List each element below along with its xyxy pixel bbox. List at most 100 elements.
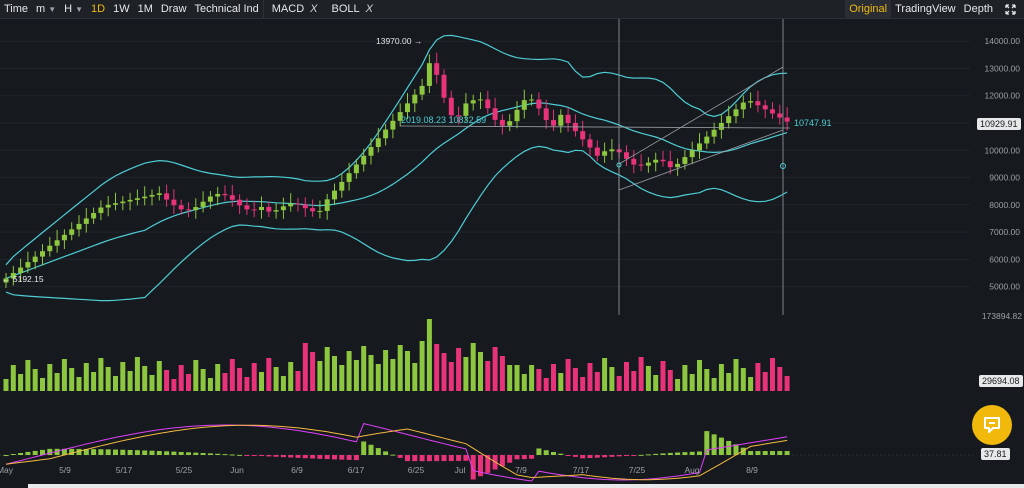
- candle-body: [507, 121, 513, 126]
- fullscreen-icon[interactable]: [997, 0, 1024, 18]
- macd-histogram-bar: [171, 451, 177, 455]
- chat-button[interactable]: [972, 405, 1012, 445]
- volume-bar: [733, 359, 739, 391]
- bollinger-middle-line: [5, 102, 788, 279]
- volume-bar: [134, 357, 140, 391]
- candle-body: [609, 149, 615, 152]
- candle-body: [310, 208, 316, 212]
- macd-histogram-bar: [682, 452, 688, 455]
- view-tradingview[interactable]: TradingView: [891, 0, 960, 18]
- price-tick: 8000.00: [989, 200, 1020, 210]
- scrollbar-strip[interactable]: [28, 484, 1024, 488]
- candle-body: [288, 203, 294, 207]
- candle-body: [660, 159, 666, 162]
- macd-histogram-bar: [390, 454, 396, 456]
- macd-histogram-bar: [61, 448, 67, 455]
- interval-1d[interactable]: 1D: [87, 0, 109, 18]
- macd-histogram-bar: [229, 454, 235, 456]
- candle-body: [215, 193, 221, 197]
- volume-bar: [222, 373, 228, 391]
- price-tick: 5000.00: [989, 282, 1020, 292]
- time-button[interactable]: Time: [0, 0, 32, 18]
- view-original[interactable]: Original: [845, 0, 892, 18]
- macd-histogram-bar: [10, 454, 16, 456]
- candle-body: [784, 117, 790, 122]
- indicator-macd: MACD X: [262, 0, 322, 18]
- hour-dropdown[interactable]: H ▼: [60, 0, 87, 18]
- volume-bar: [492, 347, 498, 391]
- volume-bar: [178, 365, 184, 391]
- macd-histogram-bar: [346, 455, 352, 460]
- macd-histogram-bar: [149, 450, 155, 455]
- volume-bar: [324, 347, 330, 391]
- candle-body: [602, 151, 608, 156]
- minute-dropdown[interactable]: m ▼: [32, 0, 60, 18]
- candle-body: [682, 157, 688, 164]
- volume-bar: [310, 352, 316, 391]
- volume-bar: [397, 345, 403, 391]
- interval-1w[interactable]: 1W: [109, 0, 134, 18]
- candle-body: [594, 147, 600, 156]
- macd-histogram-bar: [594, 455, 600, 458]
- macd-histogram-bar: [529, 455, 535, 459]
- volume-bar: [149, 375, 155, 391]
- macd-histogram-bar: [200, 452, 206, 455]
- volume-bar: [419, 341, 425, 391]
- macd-histogram-bar: [602, 455, 608, 458]
- volume-bar: [91, 372, 97, 391]
- price-chart[interactable]: 13970.00 → ← 5192.15 2019.08.23 10832.59 10…: [0, 19, 1024, 488]
- volume-bar: [682, 365, 688, 391]
- time-axis: May 5/9 5/17 5/25 Jun 6/9 6/17 6/25 Jul 7/9 7/17 7/…: [0, 465, 758, 475]
- remove-macd-icon[interactable]: X: [310, 3, 318, 15]
- candle-body: [755, 101, 761, 106]
- macd-histogram-bar: [353, 455, 359, 461]
- volume-bar: [645, 366, 651, 391]
- candle-body: [142, 196, 148, 199]
- candle-body: [353, 164, 359, 174]
- candle-body: [149, 194, 155, 197]
- candle-body: [339, 181, 345, 191]
- current-macd-box: 37.81: [981, 448, 1010, 460]
- time-tick: Jul: [455, 465, 466, 475]
- candle-body: [346, 173, 352, 182]
- volume-bar: [689, 374, 695, 391]
- volume-bar: [61, 359, 67, 391]
- macd-histogram-bar: [383, 451, 389, 455]
- candle-body: [689, 150, 695, 158]
- remove-boll-icon[interactable]: X: [365, 3, 373, 15]
- macd-histogram-bar: [762, 451, 768, 455]
- macd-histogram-bar: [134, 450, 140, 455]
- volume-bar: [558, 373, 564, 391]
- time-tick: Aug: [684, 465, 699, 475]
- time-tick: 5/9: [59, 465, 71, 475]
- volume-bar: [529, 365, 535, 391]
- grid-lines: [0, 40, 970, 288]
- technical-indicators-button[interactable]: Technical Ind: [191, 0, 263, 18]
- macd-histogram-bar: [470, 455, 476, 480]
- time-tick: 6/25: [408, 465, 425, 475]
- interval-1m[interactable]: 1M: [134, 0, 157, 18]
- chart-area[interactable]: 13970.00 → ← 5192.15 2019.08.23 10832.59 10…: [0, 19, 1024, 488]
- volume-bar: [288, 362, 294, 391]
- macd-histogram-bar: [40, 449, 45, 455]
- macd-histogram-bar: [675, 452, 681, 455]
- volume-bar: [193, 360, 199, 391]
- candle-body: [229, 195, 235, 200]
- technical-label: Technical Ind: [194, 3, 259, 15]
- candle-body: [529, 99, 535, 101]
- volume-bar: [339, 365, 345, 391]
- macd-histogram-bar: [32, 450, 38, 455]
- volume-bar: [390, 359, 396, 391]
- view-original-label: Original: [849, 3, 888, 15]
- volume-bar: [470, 343, 476, 391]
- volume-bar: [105, 367, 111, 391]
- macd-histogram-bar: [368, 444, 374, 455]
- view-depth[interactable]: Depth: [960, 0, 997, 18]
- volume-bar: [784, 376, 790, 391]
- volume-bar: [412, 363, 418, 391]
- macd-histogram-bar: [266, 455, 272, 457]
- draw-button[interactable]: Draw: [157, 0, 191, 18]
- macd-histogram-bar: [565, 455, 571, 456]
- volume-bar: [594, 372, 600, 391]
- volume-bar: [748, 377, 754, 391]
